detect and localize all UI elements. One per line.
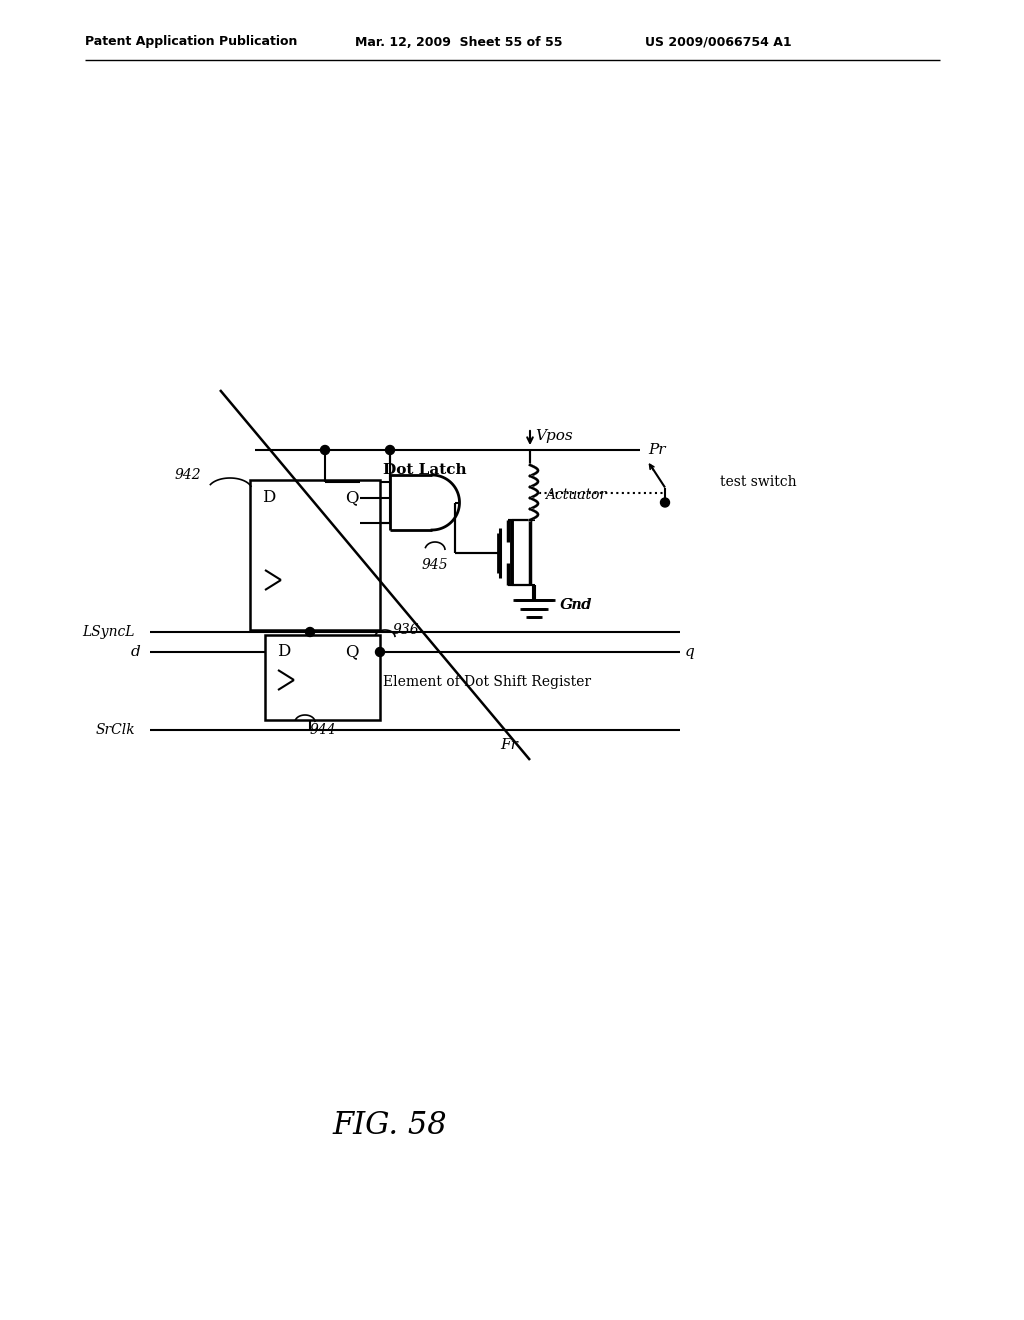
Text: D: D xyxy=(262,490,275,507)
Text: 945: 945 xyxy=(422,558,449,572)
Text: test switch: test switch xyxy=(720,475,797,490)
Text: Actuator: Actuator xyxy=(545,488,606,502)
Text: Gnd: Gnd xyxy=(560,598,592,612)
Circle shape xyxy=(305,627,314,636)
Circle shape xyxy=(660,498,670,507)
Text: q: q xyxy=(685,645,694,659)
Text: Q: Q xyxy=(345,644,358,660)
Text: Patent Application Publication: Patent Application Publication xyxy=(85,36,297,49)
Circle shape xyxy=(321,446,330,454)
Text: Fr: Fr xyxy=(500,738,518,752)
Bar xyxy=(250,480,380,630)
Text: Q: Q xyxy=(345,490,358,507)
Text: Gnd: Gnd xyxy=(561,598,593,612)
Bar xyxy=(265,635,380,719)
Circle shape xyxy=(376,648,384,656)
Text: Element of Dot Shift Register: Element of Dot Shift Register xyxy=(383,675,591,689)
Text: Pr: Pr xyxy=(648,444,666,457)
Text: 942: 942 xyxy=(175,469,202,482)
Text: Mar. 12, 2009  Sheet 55 of 55: Mar. 12, 2009 Sheet 55 of 55 xyxy=(355,36,562,49)
Circle shape xyxy=(385,446,394,454)
Text: d: d xyxy=(130,645,140,659)
Text: Dot Latch: Dot Latch xyxy=(383,463,467,477)
Text: FIG. 58: FIG. 58 xyxy=(333,1110,447,1140)
Text: US 2009/0066754 A1: US 2009/0066754 A1 xyxy=(645,36,792,49)
Text: Vpos: Vpos xyxy=(535,429,572,444)
Text: 936: 936 xyxy=(393,623,420,638)
Text: SrClk: SrClk xyxy=(95,723,135,737)
Text: D: D xyxy=(278,644,291,660)
Text: LSyncL: LSyncL xyxy=(83,624,135,639)
Text: 944: 944 xyxy=(310,723,337,737)
